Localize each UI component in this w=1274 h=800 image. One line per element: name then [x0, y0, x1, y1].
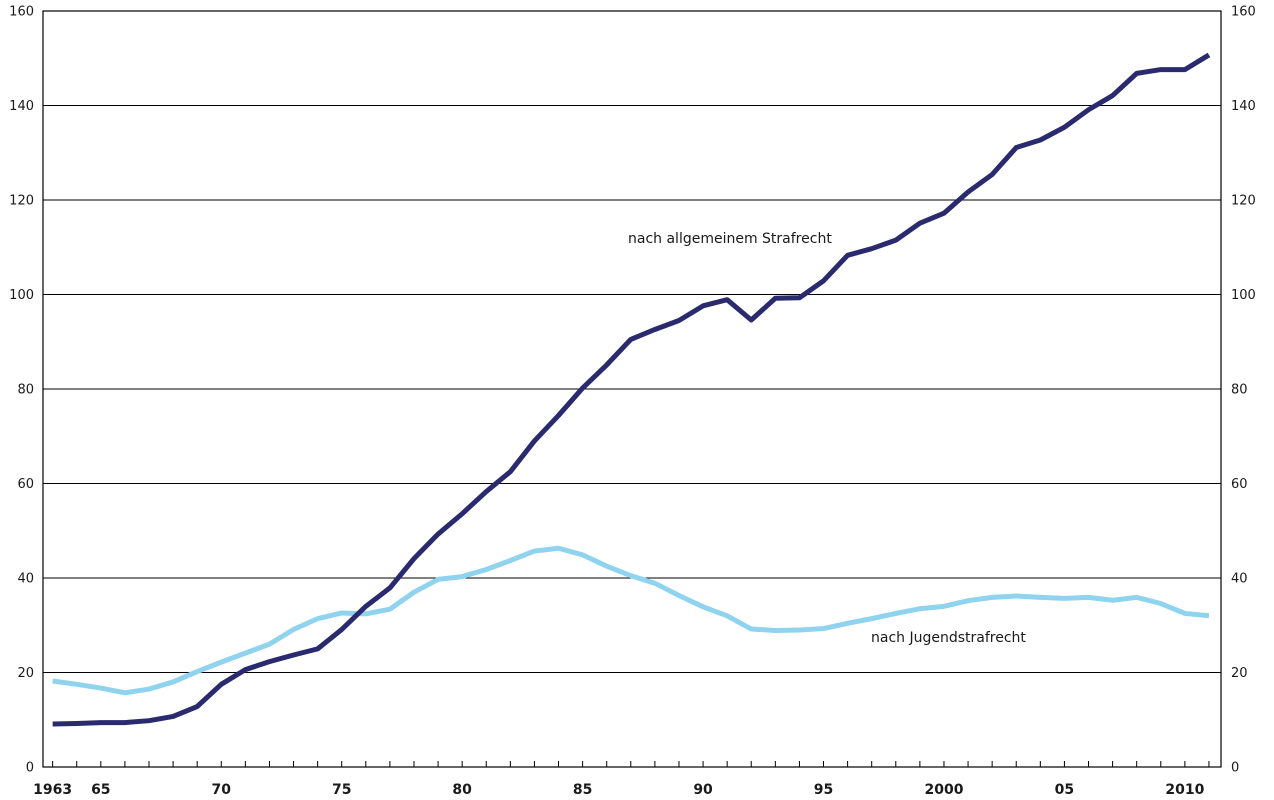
y-tick-label-left: 120 [9, 194, 34, 209]
y-tick-label-left: 140 [9, 99, 34, 114]
y-axis-left-labels: 0 20 40 60 80 100 120 140 160 [9, 5, 34, 776]
x-tick-label: 65 [91, 782, 110, 798]
gridlines [43, 105, 1221, 673]
x-tick-label: 1963 [33, 782, 72, 798]
y-tick-label-left: 80 [17, 383, 34, 398]
x-tick-label: 90 [693, 782, 713, 798]
x-tick-label: 2010 [1165, 782, 1204, 798]
y-tick-label-left: 100 [9, 288, 34, 303]
series-line-0 [52, 52, 1211, 727]
y-tick-label-left: 40 [17, 572, 34, 587]
x-tick-label: 95 [814, 782, 833, 798]
x-tick-label: 2000 [924, 782, 963, 798]
x-axis-labels: 1963 65 70 75 80 85 90 95 2000 05 2010 [33, 782, 1204, 798]
series-lines [52, 52, 1211, 727]
x-tick-label: 85 [573, 782, 592, 798]
x-tick-label: 75 [332, 782, 351, 798]
y-tick-label-right: 140 [1231, 99, 1256, 114]
series-line-1 [52, 545, 1210, 696]
x-tick-label: 80 [452, 782, 472, 798]
y-tick-label-left: 60 [17, 477, 34, 492]
y-tick-label-right: 40 [1231, 572, 1248, 587]
y-axis-right-labels: 0 20 40 60 80 100 120 140 160 [1231, 5, 1256, 776]
y-tick-label-right: 100 [1231, 288, 1256, 303]
x-tick-label: 05 [1055, 782, 1074, 798]
y-tick-label-left: 160 [9, 5, 34, 20]
axis-ticks [52, 761, 1210, 767]
y-tick-label-left: 0 [26, 761, 34, 776]
y-tick-label-right: 20 [1231, 666, 1248, 681]
plot-frame [42, 10, 1222, 768]
x-tick-label: 70 [212, 782, 232, 798]
y-tick-label-left: 20 [17, 666, 34, 681]
y-tick-label-right: 160 [1231, 5, 1256, 20]
y-tick-label-right: 120 [1231, 194, 1256, 209]
y-tick-label-right: 0 [1231, 761, 1239, 776]
y-tick-label-right: 60 [1231, 477, 1248, 492]
y-tick-label-right: 80 [1231, 383, 1248, 398]
series-label-jugend: nach Jugendstrafrecht [871, 630, 1026, 646]
series-label-allgemein: nach allgemeinem Strafrecht [628, 231, 832, 247]
